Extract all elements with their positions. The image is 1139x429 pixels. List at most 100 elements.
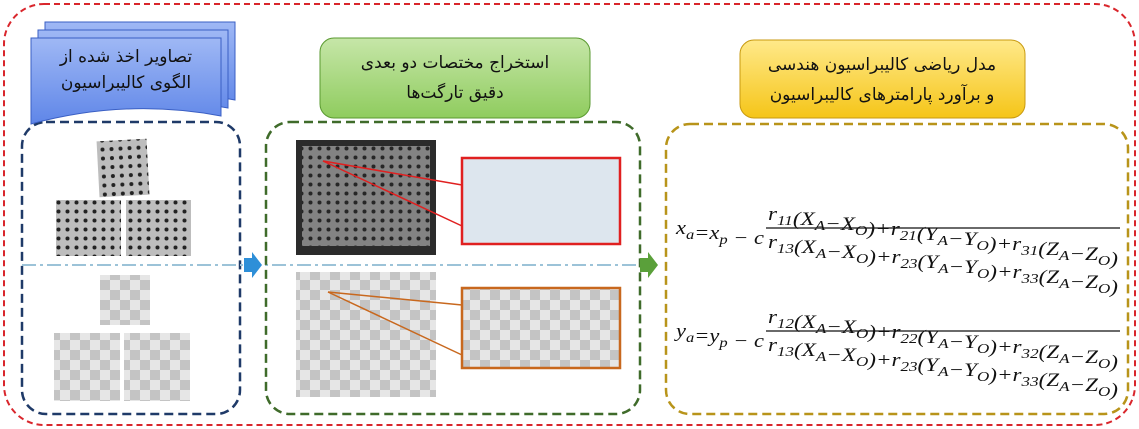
formula-token: (Z: [1039, 267, 1060, 288]
formula-part: r 11 (X A−X O)+r 21 (Y A−Y O)+r 31 (Z A−Z O): [768, 204, 1118, 270]
formula-part: x a=x p − c: [675, 218, 765, 249]
formula-token: ): [1109, 352, 1118, 373]
formula-token: )+r: [867, 322, 901, 343]
formula-subscript: O: [1098, 254, 1110, 269]
zoom-box: [460, 156, 622, 246]
image: [54, 333, 120, 401]
zoom-line: [322, 160, 463, 186]
image: [302, 146, 430, 246]
formula-part: r 13 (X A−X O)+r 23 (Y A−Y O)+r 33 (Z A−Z O): [768, 232, 1118, 298]
formula-token: −Z: [1070, 347, 1099, 368]
formula-token: −Y: [949, 360, 980, 381]
formula-token: )+r: [988, 234, 1022, 255]
formula-token: −Y: [948, 229, 980, 250]
image: [96, 138, 150, 198]
formula-subscript: A: [815, 322, 827, 337]
formula-token: (X: [794, 340, 817, 361]
zoom-line: [327, 291, 463, 356]
formula-token: r: [768, 232, 778, 253]
formula-token: (Z: [1039, 370, 1060, 391]
formula-subscript: 22: [901, 332, 918, 347]
equations: x a=x p − cr 11 (X A−X O)+r 21 (Y A−Y O)+r 31 (Z A−Z O…: [674, 204, 1120, 401]
image: [100, 275, 150, 325]
formula-subscript: A: [937, 262, 949, 277]
formula-subscript: O: [1098, 385, 1110, 400]
image: [124, 333, 190, 401]
formula-subscript: O: [977, 370, 989, 385]
formula-subscript: 33: [1020, 375, 1038, 390]
image: [56, 200, 121, 256]
zoom-box: [460, 286, 622, 370]
formula-token: (Z: [1039, 342, 1060, 363]
formula-part: r 13 (X A−X O)+r 23 (Y A−Y O)+r 33 (Z A−Z O): [768, 335, 1118, 401]
formula-token: − c: [728, 331, 765, 352]
arrow: [640, 252, 658, 278]
step-title: تصاویر اخذ شده از: [59, 47, 193, 67]
formula-token: −Z: [1070, 375, 1099, 396]
formula-subscript: A: [815, 350, 827, 365]
formula-subscript: A: [937, 337, 949, 352]
formula-subscript: A: [1058, 249, 1070, 264]
formula-token: )+r: [988, 262, 1022, 283]
formula-token: −Z: [1069, 244, 1098, 265]
formula-subscript: A: [937, 365, 949, 380]
formula-token: (Y: [917, 224, 941, 245]
formula-subscript: A: [1058, 352, 1070, 367]
formula-token: −X: [826, 345, 857, 366]
formula-subscript: a: [686, 228, 694, 243]
formula-subscript: O: [977, 342, 989, 357]
formula-token: (Y: [918, 252, 941, 273]
step-title: مدل ریاضی کالیبراسیون هندسی: [768, 55, 996, 75]
formula-subscript: a: [686, 331, 694, 346]
formula-token: )+r: [867, 350, 901, 371]
formula-subscript: O: [1098, 282, 1110, 297]
formula-subscript: 13: [777, 242, 794, 257]
title-box: [739, 39, 1026, 119]
formula-token: r: [768, 307, 778, 328]
step-title: الگوی کالیبراسیون: [61, 72, 191, 93]
doc-stack: [30, 21, 236, 125]
formula-token: − c: [728, 228, 765, 249]
zoom-line: [322, 160, 463, 227]
formula-token: =x: [694, 223, 720, 244]
formula-token: −X: [826, 317, 857, 338]
formula-subscript: 32: [1020, 347, 1038, 362]
formula-token: −X: [826, 242, 857, 263]
formula-subscript: O: [855, 224, 867, 239]
formula-token: )+r: [988, 337, 1022, 358]
step-title: استخراج مختصات دو بعدی: [361, 53, 549, 73]
step-title: و برآورد پارامترهای کالیبراسیون: [770, 83, 995, 105]
formula-token: (X: [794, 237, 817, 258]
formula-token: (Y: [918, 355, 941, 376]
formula-token: ): [1109, 380, 1118, 401]
formula-part: y a=y p − c: [674, 321, 765, 352]
formula-subscript: O: [856, 327, 868, 342]
formula-subscript: O: [1098, 357, 1110, 372]
formula-part: r 12 (X A−X O)+r 22 (Y A−Y O)+r 32 (Z A−Z O): [768, 307, 1118, 373]
formula-subscript: 12: [777, 317, 794, 332]
formula-token: −Z: [1070, 272, 1099, 293]
formula-subscript: O: [977, 267, 989, 282]
formula-subscript: A: [1058, 277, 1070, 292]
formula-subscript: O: [856, 252, 868, 267]
formula-token: (Y: [918, 327, 941, 348]
formula-subscript: 13: [777, 345, 794, 360]
formula-token: ): [1109, 249, 1118, 270]
formula-token: y: [674, 321, 687, 342]
zoom-line: [327, 291, 463, 306]
formula-token: r: [768, 204, 778, 225]
formula-token: −Y: [949, 257, 980, 278]
formula-subscript: 23: [901, 360, 918, 375]
formula-subscript: O: [976, 239, 988, 254]
formula-token: −X: [825, 214, 857, 235]
image: [126, 200, 191, 256]
formula-token: )+r: [866, 219, 900, 240]
formula-subscript: 33: [1020, 272, 1038, 287]
formula-subscript: 21: [900, 229, 917, 244]
formula-subscript: A: [1058, 380, 1070, 395]
formula-subscript: A: [814, 219, 826, 234]
outer-frame: [3, 3, 1136, 426]
formula-token: (X: [793, 209, 817, 230]
formula-token: (Z: [1038, 239, 1059, 260]
arrow: [244, 252, 262, 278]
